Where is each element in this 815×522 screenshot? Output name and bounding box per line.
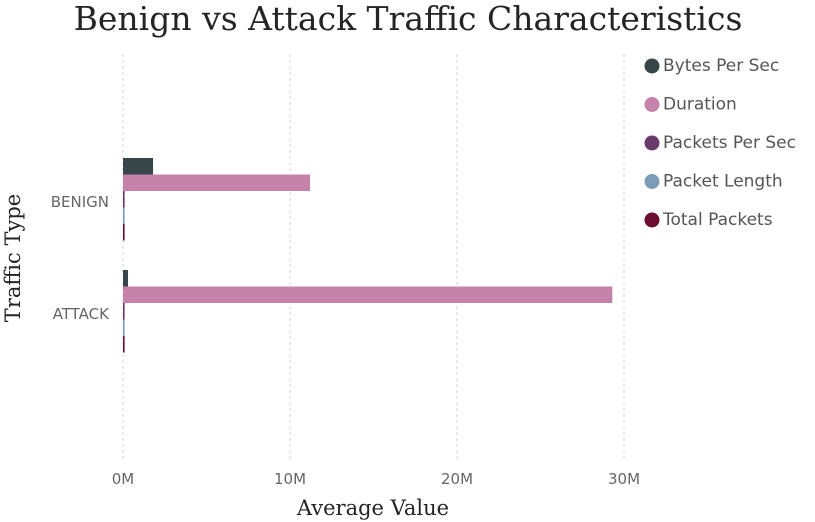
x-tick-label: 10M: [274, 470, 306, 488]
bar-attack-duration: [123, 286, 613, 303]
bar-attack-total-packets: [123, 336, 125, 353]
legend: Bytes Per Sec Duration Packets Per Sec Pack…: [644, 56, 796, 230]
bar-benign-bytes-per-sec: [123, 158, 154, 175]
legend-item[interactable]: Duration: [644, 95, 737, 115]
legend-label: Packets Per Sec: [663, 133, 796, 153]
x-tick-label: 30M: [608, 470, 640, 488]
bar-benign-packets-per-sec: [123, 191, 125, 208]
category-label: ATTACK: [53, 305, 110, 323]
bar-attack-packet-length: [123, 319, 125, 336]
bar-benign-total-packets: [123, 224, 125, 241]
legend-label: Total Packets: [662, 210, 773, 230]
legend-swatch: [644, 212, 660, 228]
legend-item[interactable]: Total Packets: [644, 210, 773, 230]
y-axis-title: Traffic Type: [1, 194, 25, 322]
bar-attack-bytes-per-sec: [123, 270, 129, 287]
x-axis-title: Average Value: [296, 496, 449, 520]
category-labels: BENIGN ATTACK: [51, 193, 110, 323]
legend-label: Duration: [663, 95, 737, 115]
legend-swatch: [644, 58, 660, 74]
x-tick-label: 0M: [112, 470, 135, 488]
legend-swatch: [644, 97, 660, 112]
legend-label: Packet Length: [663, 172, 783, 192]
legend-swatch: [644, 174, 660, 189]
bar-benign-duration: [123, 174, 311, 191]
bar-attack-packets-per-sec: [123, 303, 125, 320]
bar-benign-packet-length: [123, 207, 125, 224]
gridlines: [122, 54, 625, 461]
legend-item[interactable]: Bytes Per Sec: [644, 56, 780, 76]
legend-label: Bytes Per Sec: [663, 56, 779, 76]
legend-item[interactable]: Packets Per Sec: [644, 133, 796, 153]
legend-item[interactable]: Packet Length: [644, 172, 783, 192]
chart-title: Benign vs Attack Traffic Characteristics: [74, 0, 743, 38]
legend-swatch: [644, 135, 660, 151]
category-label: BENIGN: [51, 193, 109, 211]
bars: [123, 158, 613, 353]
x-tick-label: 20M: [441, 470, 473, 488]
x-tick-labels: 0M 10M 20M 30M: [112, 470, 640, 488]
